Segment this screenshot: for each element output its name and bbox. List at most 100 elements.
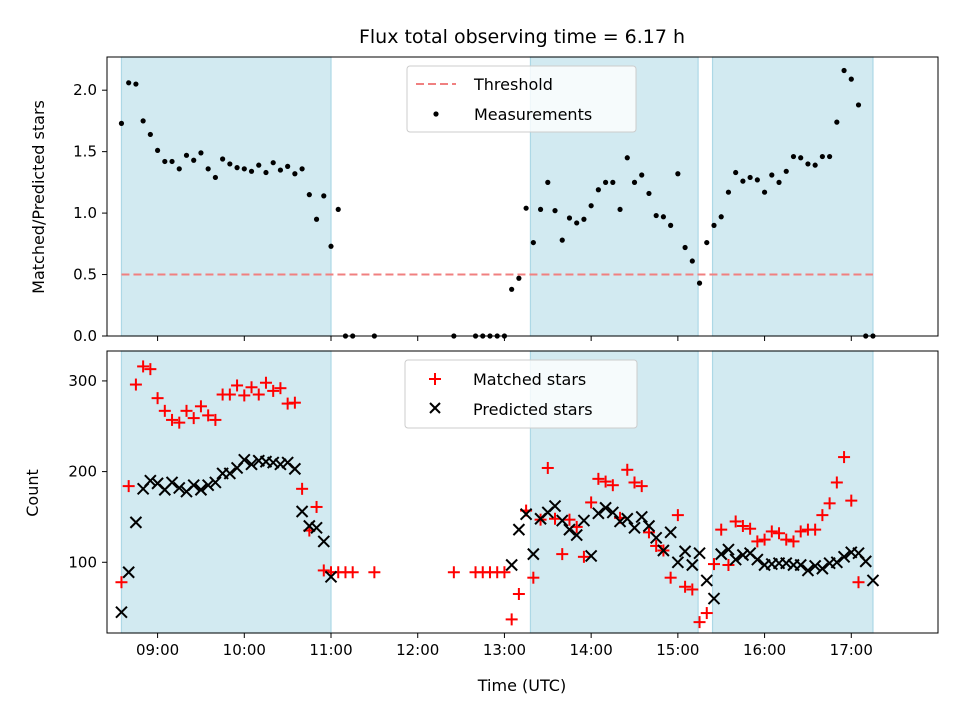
- measurement-point: [559, 237, 565, 243]
- measurement-point: [783, 168, 789, 174]
- measurement-point: [631, 179, 638, 185]
- measurement-point: [169, 158, 175, 165]
- matched-stars-point: [505, 613, 518, 626]
- predicted-stars-point: [584, 549, 598, 563]
- observing-window-shade: [120, 350, 332, 634]
- matched-stars-point: [115, 576, 128, 589]
- measurement-point: [769, 172, 775, 178]
- observing-window-shade: [711, 350, 874, 634]
- measurement-point: [313, 216, 320, 222]
- predicted-stars-point: [209, 476, 222, 489]
- y-tick-label: 1.0: [73, 204, 97, 222]
- measurement-point: [306, 192, 312, 198]
- matched-stars-point: [498, 566, 511, 579]
- predicted-stars-point: [671, 556, 685, 569]
- matched-stars-point: [267, 384, 280, 397]
- ratio-y-axis-label: Matched/Predicted stars: [29, 100, 48, 294]
- measurement-point: [855, 102, 862, 108]
- y-tick-label: 200: [68, 463, 97, 481]
- predicted-stars-point: [722, 543, 735, 556]
- measurement-point: [761, 189, 768, 195]
- matched-stars-point: [700, 607, 713, 620]
- predicted-stars-point: [173, 481, 186, 495]
- matched-stars-point: [223, 388, 236, 401]
- predicted-stars-point: [187, 478, 200, 492]
- matched-stars-point: [238, 389, 251, 402]
- measurement-point: [241, 166, 247, 172]
- measurement-point: [176, 166, 182, 172]
- matched-stars-point: [447, 566, 460, 579]
- legend-matched-label: Matched stars: [473, 370, 586, 389]
- measurement-point: [292, 171, 298, 177]
- matched-stars-point: [751, 535, 764, 548]
- legend-measurements-swatch: [433, 111, 439, 117]
- measurement-point: [545, 179, 551, 185]
- predicted-stars-point: [621, 512, 634, 525]
- matched-stars-point: [722, 558, 735, 571]
- predicted-stars-point: [324, 570, 338, 583]
- predicted-stars-point: [122, 566, 135, 579]
- count-y-axis-label: Count: [23, 469, 42, 517]
- predicted-stars-point: [556, 514, 569, 527]
- measurement-point: [523, 205, 529, 211]
- predicted-stars-point: [794, 558, 807, 572]
- matched-stars-point: [245, 381, 258, 394]
- matched-stars-point: [194, 400, 207, 413]
- matched-stars-point: [151, 392, 164, 405]
- measurement-point: [328, 243, 334, 249]
- measurement-point: [516, 275, 522, 281]
- matched-stars-point: [744, 522, 757, 535]
- predicted-stars-point: [266, 456, 280, 469]
- matched-stars-point: [606, 479, 619, 492]
- measurement-point: [285, 163, 291, 169]
- matched-stars-point: [621, 463, 634, 476]
- ratio-legend-box: [406, 65, 637, 133]
- measurement-point: [248, 168, 255, 174]
- observing-window-shade: [711, 56, 874, 337]
- observing-windows: [120, 56, 874, 337]
- predicted-stars-point: [288, 462, 302, 476]
- measurement-point: [552, 208, 558, 214]
- predicted-stars-point: [678, 545, 692, 558]
- matched-stars-point: [166, 413, 179, 426]
- matched-stars-point: [816, 509, 829, 522]
- measurement-point: [595, 187, 601, 193]
- ratio-x-ticks: [157, 336, 852, 341]
- predicted-stars-point: [115, 605, 128, 619]
- measurement-point: [183, 152, 190, 158]
- predicted-stars-point: [830, 556, 844, 569]
- ratio-y-ticks: 0.0 0.5 1.0 1.5 2.0: [73, 81, 107, 345]
- measurement-point: [256, 162, 262, 168]
- matched-stars-point: [671, 509, 684, 522]
- matched-stars-point: [274, 382, 287, 395]
- count-panel: 100 200 300 09:00 10:00 11:00 12:00 13:00 14:00…: [23, 350, 939, 695]
- matched-stars-point: [317, 564, 330, 577]
- measurement-point: [198, 150, 204, 156]
- predicted-stars-point: [657, 544, 670, 557]
- matched-stars-point: [773, 527, 786, 540]
- matched-stars-point: [541, 461, 554, 474]
- measurement-point: [263, 169, 269, 176]
- measurement-point: [639, 172, 645, 178]
- matched-stars-point: [758, 533, 771, 546]
- matched-stars-point: [592, 472, 605, 485]
- measurement-point: [696, 280, 703, 286]
- predicted-stars-point: [801, 564, 815, 577]
- measurement-point: [740, 178, 746, 184]
- measurement-point: [299, 166, 305, 172]
- measurement-point: [566, 215, 573, 221]
- measurement-point: [624, 155, 630, 161]
- measurement-point: [212, 174, 218, 181]
- matched-stars-point: [830, 476, 843, 489]
- predicted-stars-point: [527, 547, 540, 561]
- predicted-stars-point: [642, 519, 656, 533]
- measurement-points: [118, 67, 876, 339]
- matched-stars-point: [368, 566, 381, 579]
- observing-window-shade: [120, 56, 332, 337]
- predicted-stars-point: [736, 548, 750, 562]
- measurement-point: [126, 80, 132, 86]
- matched-stars-point: [231, 379, 244, 392]
- predicted-stars-point: [606, 506, 620, 519]
- x-tick-label: 09:00: [136, 641, 179, 659]
- x-tick-label: 13:00: [483, 641, 526, 659]
